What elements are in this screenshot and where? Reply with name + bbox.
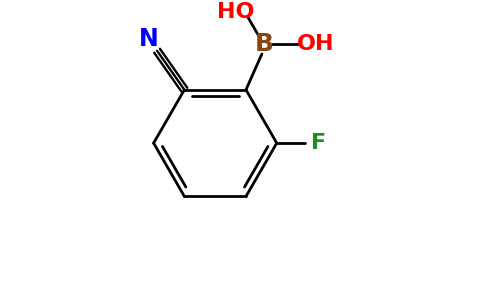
Text: B: B [255,32,273,56]
Text: N: N [139,27,159,51]
Text: F: F [311,133,326,153]
Text: OH: OH [297,34,334,54]
Text: HO: HO [217,2,255,22]
